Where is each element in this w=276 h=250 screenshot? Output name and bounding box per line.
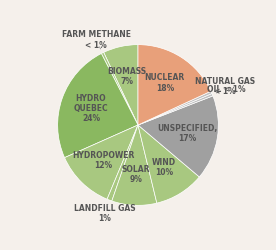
Text: NUCLEAR
18%: NUCLEAR 18% <box>145 73 185 93</box>
Wedge shape <box>107 125 138 201</box>
Text: SOLAR
9%: SOLAR 9% <box>121 165 150 184</box>
Text: UNSPECIFIED,
17%: UNSPECIFIED, 17% <box>157 124 217 143</box>
Text: LANDFILL GAS
1%: LANDFILL GAS 1% <box>73 204 135 223</box>
Wedge shape <box>101 52 138 125</box>
Wedge shape <box>138 45 211 125</box>
Wedge shape <box>58 54 138 158</box>
Wedge shape <box>138 91 212 125</box>
Text: BIOMASS
7%: BIOMASS 7% <box>108 67 147 86</box>
Wedge shape <box>104 45 138 125</box>
Text: WIND
10%: WIND 10% <box>152 158 176 177</box>
Text: HYDROPOWER
12%: HYDROPOWER 12% <box>72 151 134 170</box>
Text: FARM METHANE
< 1%: FARM METHANE < 1% <box>62 30 131 50</box>
Wedge shape <box>138 94 213 125</box>
Wedge shape <box>138 125 199 203</box>
Text: OIL < 1%: OIL < 1% <box>206 85 245 94</box>
Text: NATURAL GAS
< 1%: NATURAL GAS < 1% <box>195 77 255 96</box>
Wedge shape <box>65 125 138 199</box>
Wedge shape <box>138 96 218 177</box>
Wedge shape <box>112 125 157 205</box>
Text: HYDRO
QUEBEC
24%: HYDRO QUEBEC 24% <box>74 94 108 123</box>
